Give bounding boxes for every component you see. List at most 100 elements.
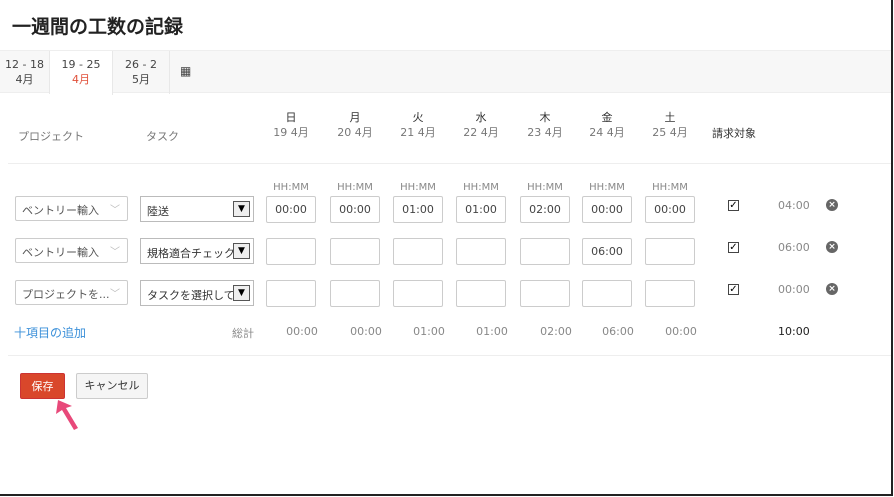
day-header: 月 20 4月 [325, 110, 385, 140]
billable-checkbox[interactable]: ✓ [728, 200, 739, 211]
page-title: 一週間の工数の記録 [12, 16, 184, 38]
pointer-arrow-icon [56, 400, 78, 430]
billable-checkbox[interactable]: ✓ [728, 242, 739, 253]
hours-input[interactable]: 06:00 [582, 238, 632, 265]
row-total: 04:00 [778, 199, 810, 212]
hours-input[interactable] [456, 238, 506, 265]
remove-row-icon[interactable]: × [826, 199, 838, 211]
day-total: 01:00 [476, 325, 508, 338]
day-header: 木 23 4月 [515, 110, 575, 140]
date: 19 4月 [273, 126, 309, 139]
calendar-icon[interactable]: ▦ [180, 64, 192, 78]
date: 24 4月 [589, 126, 625, 139]
tab-month: 4月 [15, 73, 34, 86]
sum-label: 総計 [232, 327, 254, 340]
time-format-hint: HH:MM [463, 182, 499, 193]
hours-input[interactable]: 00:00 [582, 196, 632, 223]
time-format-hint: HH:MM [527, 182, 563, 193]
dropdown-arrow-icon[interactable]: ▼ [233, 243, 250, 259]
hours-input[interactable] [520, 238, 570, 265]
day-header: 火 21 4月 [388, 110, 448, 140]
hours-input[interactable] [393, 238, 443, 265]
divider [8, 163, 891, 164]
date: 25 4月 [652, 126, 688, 139]
project-value: ベントリー輸入 [22, 246, 99, 259]
billable-header: 請求対象 [712, 127, 756, 140]
hours-input[interactable]: 00:00 [330, 196, 380, 223]
date: 23 4月 [527, 126, 563, 139]
hours-input[interactable]: 00:00 [266, 196, 316, 223]
time-format-hint: HH:MM [273, 182, 309, 193]
hours-input[interactable] [645, 280, 695, 307]
tab-range: 19 - 25 [61, 58, 101, 71]
date: 20 4月 [337, 126, 373, 139]
hours-input[interactable] [393, 280, 443, 307]
tab-week-next[interactable]: 26 - 2 5月 [113, 51, 170, 94]
project-select[interactable]: ベントリー輸入 ﹀ [15, 238, 128, 263]
day-total: 00:00 [350, 325, 382, 338]
row-total: 00:00 [778, 283, 810, 296]
tab-week-prev[interactable]: 12 - 18 4月 [0, 51, 50, 94]
tab-range: 26 - 2 [125, 58, 157, 71]
hours-input[interactable] [266, 238, 316, 265]
tab-week-current[interactable]: 19 - 25 4月 [50, 51, 113, 95]
day-total: 01:00 [413, 325, 445, 338]
hours-input[interactable] [582, 280, 632, 307]
date: 21 4月 [400, 126, 436, 139]
weekday: 月 [349, 111, 361, 124]
time-format-hint: HH:MM [652, 182, 688, 193]
hours-input[interactable] [330, 238, 380, 265]
hours-input[interactable] [330, 280, 380, 307]
task-value: 陸送 [147, 205, 169, 218]
hours-input[interactable] [456, 280, 506, 307]
billable-checkbox[interactable]: ✓ [728, 284, 739, 295]
weekday: 土 [664, 111, 676, 124]
hours-input[interactable] [520, 280, 570, 307]
chevron-down-icon: ﹀ [110, 205, 120, 216]
day-header: 日 19 4月 [261, 110, 321, 140]
project-select[interactable]: ベントリー輸入 ﹀ [15, 196, 128, 221]
grand-total: 10:00 [778, 325, 810, 338]
project-value: プロジェクトを... [22, 288, 110, 301]
row-total: 06:00 [778, 241, 810, 254]
hours-input[interactable]: 01:00 [456, 196, 506, 223]
day-header: 金 24 4月 [577, 110, 637, 140]
project-header: プロジェクト [18, 130, 84, 143]
hours-input[interactable]: 00:00 [645, 196, 695, 223]
task-header: タスク [146, 130, 179, 143]
hours-input[interactable]: 01:00 [393, 196, 443, 223]
hours-input[interactable] [266, 280, 316, 307]
tab-month: 5月 [132, 73, 150, 86]
time-format-hint: HH:MM [337, 182, 373, 193]
task-select[interactable]: タスクを選択して ▼ [140, 280, 254, 306]
day-header: 土 25 4月 [640, 110, 700, 140]
project-select[interactable]: プロジェクトを... ﹀ [15, 280, 128, 305]
weekday: 金 [601, 111, 613, 124]
week-tabs: 12 - 18 4月 19 - 25 4月 26 - 2 5月 [0, 50, 891, 95]
divider [8, 355, 891, 356]
weekday: 日 [285, 111, 297, 124]
project-value: ベントリー輸入 [22, 204, 99, 217]
chevron-down-icon: ﹀ [110, 289, 120, 300]
time-format-hint: HH:MM [400, 182, 436, 193]
remove-row-icon[interactable]: × [826, 283, 838, 295]
dropdown-arrow-icon[interactable]: ▼ [233, 285, 250, 301]
tab-range: 12 - 18 [5, 58, 44, 71]
hours-input[interactable] [645, 238, 695, 265]
add-item-link[interactable]: 十項目の追加 [14, 326, 87, 340]
time-format-hint: HH:MM [589, 182, 625, 193]
hours-input[interactable]: 02:00 [520, 196, 570, 223]
remove-row-icon[interactable]: × [826, 241, 838, 253]
dropdown-arrow-icon[interactable]: ▼ [233, 201, 250, 217]
task-select[interactable]: 規格適合チェック ▼ [140, 238, 254, 264]
cancel-button[interactable]: キャンセル [76, 373, 148, 399]
weekday: 木 [539, 111, 551, 124]
chevron-down-icon: ﹀ [110, 247, 120, 258]
day-total: 00:00 [665, 325, 697, 338]
save-button[interactable]: 保存 [20, 373, 65, 399]
weekday: 火 [412, 111, 424, 124]
task-select[interactable]: 陸送 ▼ [140, 196, 254, 222]
task-value: 規格適合チェック [147, 247, 235, 260]
day-total: 00:00 [286, 325, 318, 338]
